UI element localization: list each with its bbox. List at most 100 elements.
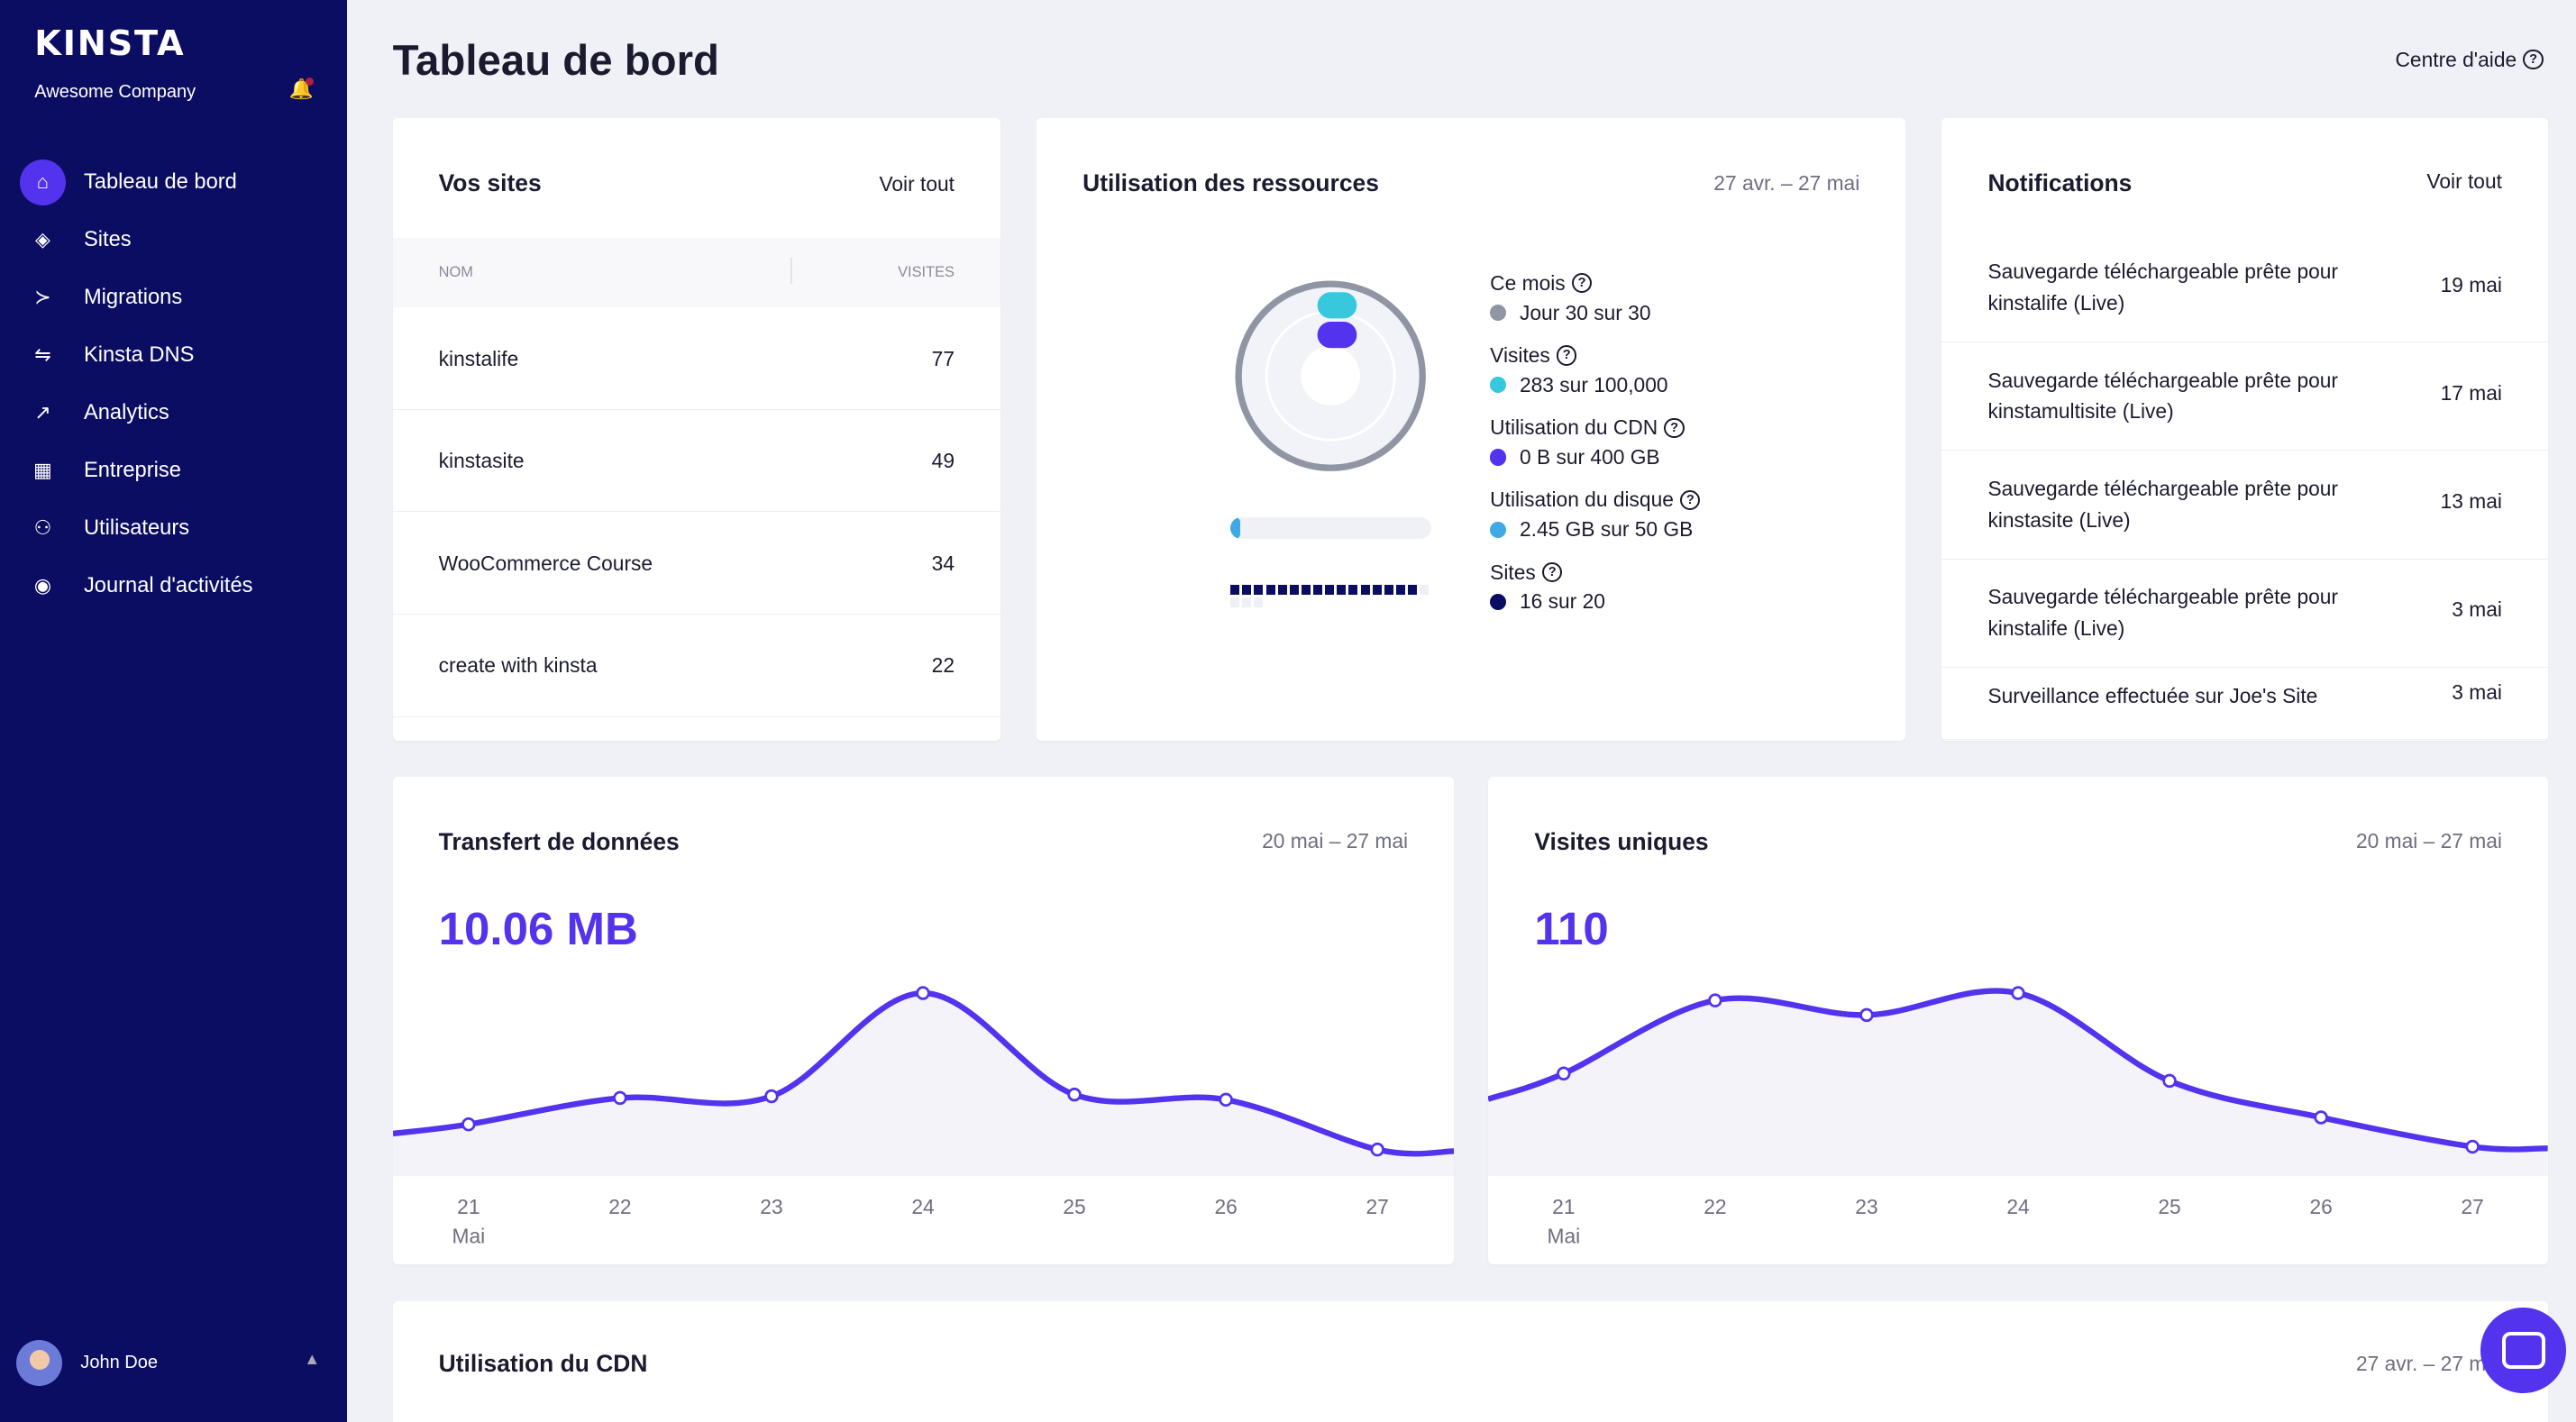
user-menu[interactable]: John Doe — [16, 1340, 159, 1387]
dns-icon: ⇋ — [34, 343, 51, 367]
sidebar-item-utilisateurs[interactable]: ⚇ Utilisateurs — [20, 506, 332, 551]
help-icon[interactable]: ? — [1571, 273, 1593, 294]
site-slot — [1395, 584, 1405, 595]
value-text: 2.45 GB sur 50 GB — [1519, 517, 1694, 542]
x-tick-label: 21 — [1553, 1195, 1576, 1218]
sidebar-item-tableau-de-bord[interactable]: ⌂ Tableau de bord — [19, 159, 332, 205]
sidebar-item-label: Migrations — [83, 285, 183, 309]
data-point[interactable] — [2314, 1110, 2329, 1125]
data-point[interactable] — [915, 986, 930, 1000]
notification-item[interactable]: Surveillance effectuée sur Joe's Site 3 m… — [1941, 667, 2548, 741]
chat-button[interactable] — [2480, 1307, 2567, 1393]
legend-dot — [1490, 377, 1507, 394]
sidebar-item-analytics[interactable]: ↗ Analytics — [20, 390, 332, 436]
notification-date: 19 mai — [2440, 272, 2502, 296]
notification-text: Sauvegarde téléchargeable prête pour kin… — [1987, 260, 2339, 314]
sidebar-item-migrations[interactable]: ≻ Migrations — [20, 275, 332, 321]
sidebar-item-entreprise[interactable]: ▦ Entreprise — [20, 448, 332, 494]
kinsta-logo[interactable]: KINSTA — [34, 23, 186, 64]
notification-item[interactable]: Sauvegarde téléchargeable prête pour kin… — [1941, 342, 2548, 451]
column-visits[interactable]: VISITES — [898, 264, 955, 281]
visits-arc — [1317, 292, 1357, 319]
sidebar-item-sites[interactable]: ◈ Sites — [20, 217, 332, 263]
help-center-link[interactable]: Centre d'aide? — [2395, 48, 2544, 72]
site-visits: 49 — [931, 449, 955, 473]
site-slot — [1242, 584, 1252, 595]
layers-icon: ◈ — [34, 228, 50, 251]
help-icon[interactable]: ? — [1542, 561, 1563, 583]
site-name[interactable]: WooCommerce Course — [438, 551, 653, 575]
sites-card: Vos sites Voir tout NOM VISITES kinstali… — [392, 118, 1001, 742]
column-name[interactable]: NOM — [438, 264, 473, 281]
notification-item[interactable]: Sauvegarde téléchargeable prête pour kin… — [1941, 233, 2548, 343]
value-text: 283 sur 100,000 — [1519, 372, 1668, 397]
resource-label: Utilisation du disque? — [1490, 488, 1701, 512]
data-point[interactable] — [1557, 1066, 1571, 1081]
notification-item[interactable]: Sauvegarde téléchargeable prête pour kin… — [1941, 450, 2548, 560]
data-point[interactable] — [763, 1089, 779, 1104]
data-point[interactable] — [1708, 993, 1723, 1008]
cdn-arc — [1317, 322, 1357, 349]
data-point[interactable] — [1859, 1007, 1875, 1023]
visits-total: 110 — [1534, 902, 1609, 954]
x-sublabel: Mai — [1548, 1225, 1581, 1248]
chevron-up-icon[interactable]: ▲ — [304, 1350, 321, 1369]
resources-card: Utilisation des ressources 27 avr. – 27 … — [1037, 118, 1906, 742]
x-tick-label: 22 — [1704, 1195, 1727, 1218]
x-sublabel: Mai — [452, 1225, 485, 1248]
x-tick-label: 25 — [1063, 1195, 1085, 1218]
sidebar-item-label: Sites — [83, 227, 132, 251]
notification-date: 13 mai — [2440, 489, 2502, 514]
card-title: Visites uniques — [1534, 827, 1709, 855]
x-tick-label: 26 — [2310, 1195, 2333, 1218]
data-point[interactable] — [1370, 1143, 1384, 1157]
data-point[interactable] — [461, 1117, 476, 1132]
site-name[interactable]: kinstasite — [438, 449, 525, 473]
avatar — [16, 1340, 63, 1387]
resource-value: 0 B sur 400 GB — [1490, 445, 1660, 469]
sidebar-item-label: Utilisateurs — [83, 515, 190, 540]
site-slot — [1230, 584, 1240, 595]
site-visits: 22 — [931, 653, 955, 678]
table-row[interactable]: create with kinsta 22 — [392, 615, 1001, 717]
card-title: Notifications — [1987, 169, 2133, 196]
table-row[interactable]: WooCommerce Course 34 — [392, 512, 1001, 615]
resource-label: Utilisation du CDN? — [1490, 415, 1685, 440]
help-icon[interactable]: ? — [1680, 489, 1701, 510]
legend-dot — [1490, 304, 1507, 322]
resource-label: Sites? — [1490, 560, 1563, 585]
data-point[interactable] — [1066, 1087, 1082, 1102]
table-header: NOM VISITES — [392, 238, 1001, 307]
usage-rings — [1235, 280, 1427, 472]
sidebar-item-journal-d-activit-s[interactable]: ◉ Journal d'activités — [20, 563, 332, 609]
site-visits: 34 — [931, 551, 955, 575]
x-tick-label: 25 — [2159, 1195, 2181, 1218]
site-name[interactable]: create with kinsta — [438, 653, 598, 678]
data-point[interactable] — [1218, 1092, 1233, 1108]
sidebar-item-kinsta-dns[interactable]: ⇋ Kinsta DNS — [20, 333, 332, 378]
notification-text: Sauvegarde téléchargeable prête pour kin… — [1987, 368, 2339, 424]
table-row[interactable]: kinstasite 49 — [392, 409, 1001, 513]
label-text: Sites — [1490, 560, 1536, 584]
company-name[interactable]: Awesome Company — [34, 82, 196, 103]
x-tick-label: 27 — [2462, 1195, 2484, 1218]
site-slot — [1301, 584, 1311, 595]
site-slot — [1289, 584, 1299, 595]
x-tick-label: 26 — [1214, 1195, 1237, 1218]
table-row[interactable]: kinstalife 77 — [392, 307, 1001, 410]
cdn-usage-card: Utilisation du CDN 27 avr. – 27 mai — [392, 1300, 2548, 1422]
card-title: Utilisation du CDN — [438, 1350, 648, 1378]
view-all-sites-link[interactable]: Voir tout — [879, 172, 955, 196]
data-point[interactable] — [612, 1090, 627, 1106]
data-point[interactable] — [2465, 1139, 2480, 1154]
user-plus-icon: ⚇ — [33, 516, 52, 540]
view-all-notifications-link[interactable]: Voir tout — [2426, 169, 2502, 193]
notification-item[interactable]: Sauvegarde téléchargeable prête pour kin… — [1941, 559, 2548, 668]
data-point[interactable] — [2011, 986, 2026, 1000]
help-icon[interactable]: ? — [1557, 345, 1577, 366]
site-name[interactable]: kinstalife — [438, 346, 519, 370]
user-name: John Doe — [80, 1353, 159, 1373]
data-point[interactable] — [2162, 1073, 2178, 1089]
site-slot — [1420, 584, 1430, 595]
help-icon[interactable]: ? — [1664, 417, 1685, 438]
